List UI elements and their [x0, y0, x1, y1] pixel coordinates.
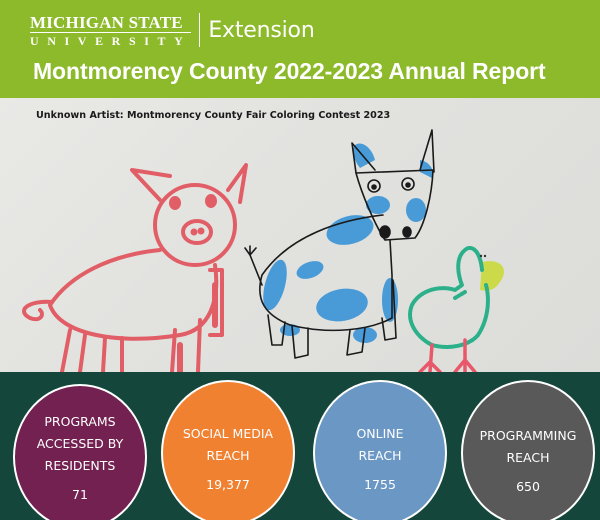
msu-wordmark: MICHIGAN STATE UNIVERSITY	[30, 14, 192, 48]
stat-label-line: PROGRAMMING	[479, 428, 577, 443]
stat-label-line: RESIDENTS	[44, 458, 116, 473]
artwork-photo: Unknown Artist: Montmorency County Fair …	[0, 98, 600, 372]
stat-label-line: REACH	[358, 448, 402, 463]
msu-extension-logo: MICHIGAN STATE UNIVERSITY Extension	[30, 12, 315, 48]
logo-divider	[199, 13, 201, 47]
stat-programs-accessed: PROGRAMS ACCESSED BY RESIDENTS 71	[13, 384, 147, 520]
page-title: Montmorency County 2022-2023 Annual Repo…	[33, 58, 546, 84]
artwork-caption: Unknown Artist: Montmorency County Fair …	[36, 110, 391, 121]
stat-value: 1755	[364, 477, 396, 492]
header-banner: MICHIGAN STATE UNIVERSITY Extension Mont…	[0, 0, 600, 98]
pig-drawing	[22, 163, 248, 372]
stat-social-media-reach: SOCIAL MEDIA REACH 19,377	[161, 380, 295, 520]
cow-drawing	[244, 129, 435, 359]
stat-label-line: ACCESSED BY	[36, 436, 124, 451]
stat-value: 71	[72, 487, 88, 502]
stat-online-reach: ONLINE REACH 1755	[313, 380, 447, 520]
stats-section: PROGRAMS ACCESSED BY RESIDENTS 71 SOCIAL…	[0, 372, 600, 520]
stat-label-line: REACH	[206, 448, 250, 463]
logo-unit: Extension	[208, 17, 315, 43]
logo-line-1: MICHIGAN STATE	[30, 14, 192, 33]
stat-label-line: SOCIAL MEDIA	[182, 426, 274, 441]
stat-programming-reach: PROGRAMMING REACH 650	[461, 380, 595, 520]
stat-value: 650	[516, 479, 540, 494]
stat-label-line: REACH	[506, 450, 550, 465]
stat-value: 19,377	[206, 477, 250, 492]
children-drawing-illustration	[22, 129, 504, 372]
duck-drawing	[408, 245, 504, 372]
stat-label-line: ONLINE	[356, 426, 404, 441]
logo-line-2: UNIVERSITY	[30, 33, 192, 48]
stat-label-line: PROGRAMS	[44, 414, 116, 429]
